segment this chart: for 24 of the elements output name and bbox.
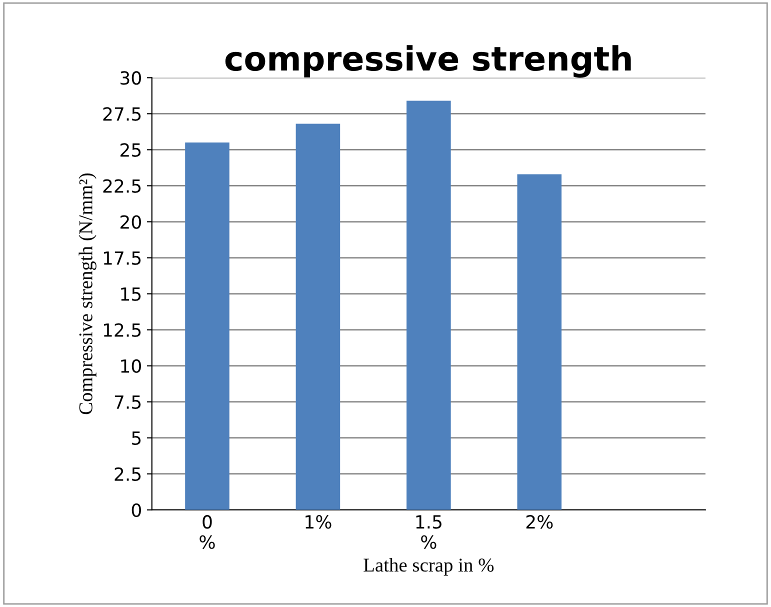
x-tick-label: 0 % [200,515,215,549]
y-tick-label: 25 [120,143,141,157]
y-tick-label: 7.5 [114,396,141,409]
y-tick-label: 15 [121,287,141,301]
chart-title: compressive strength [225,45,631,78]
y-tick-label: 5 [132,432,141,445]
y-tick-label: 12.5 [104,323,141,337]
y-tick-label: 22.5 [103,179,141,193]
y-tick-label: 17.5 [104,251,141,265]
y-tick-label: 2.5 [114,467,141,481]
bar [406,100,451,510]
y-tick-label: 20 [120,215,141,229]
y-tick-label: 10 [121,359,141,373]
y-tick-label: 27.5 [103,107,141,121]
x-tick-label: 2% [526,515,553,529]
bar [517,174,562,510]
y-tick-label: 0 [132,503,141,517]
x-tick-label: 1% [306,515,332,529]
x-axis-title: Lathe scrap in % [364,558,494,576]
bar [296,124,340,510]
bar [185,142,230,510]
x-tick-label: 1.5 % [416,515,442,549]
y-tick-label: 30 [120,71,141,85]
y-axis-title: Compressive strength (N/mm²) [78,173,96,414]
